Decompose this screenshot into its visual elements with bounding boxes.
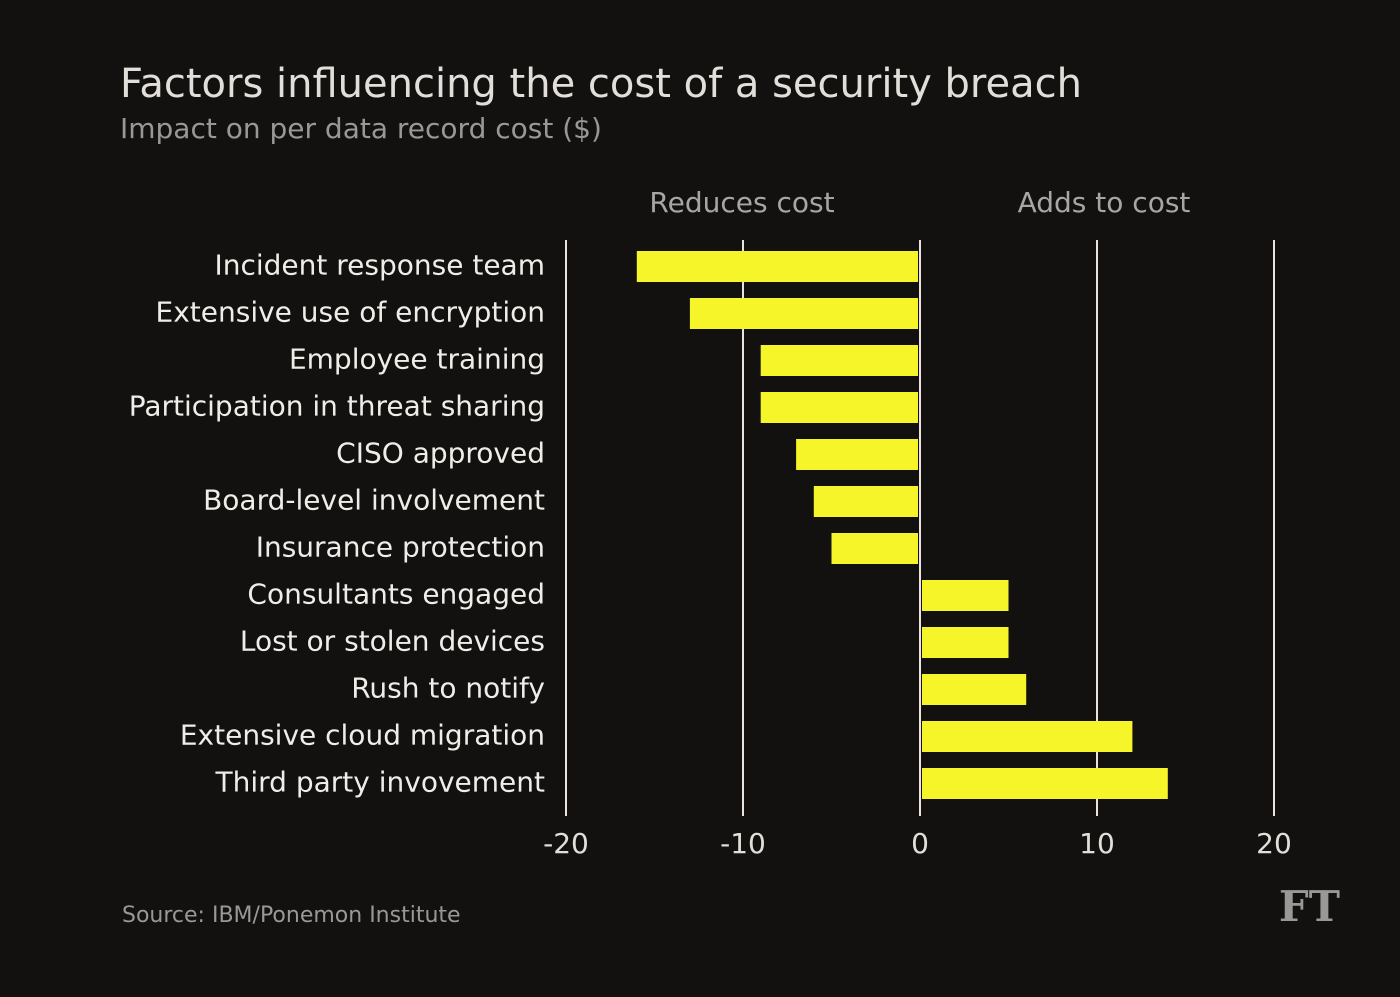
bar <box>813 486 918 517</box>
bar <box>922 721 1133 752</box>
x-tick-label: -10 <box>720 827 766 860</box>
y-tick-label: Participation in threat sharing <box>129 390 545 423</box>
y-tick-label: Board-level involvement <box>203 484 545 517</box>
bar <box>760 392 918 423</box>
y-tick-label: Consultants engaged <box>247 578 545 611</box>
y-tick-label: Extensive cloud migration <box>180 719 545 752</box>
bar <box>922 674 1027 705</box>
source: Source: IBM/Ponemon Institute <box>122 903 461 928</box>
y-tick-label: CISO approved <box>336 437 545 470</box>
x-tick-label: -20 <box>543 827 589 860</box>
x-tick-label: 0 <box>911 827 929 860</box>
bar <box>922 580 1009 611</box>
y-tick-label: Employee training <box>289 343 545 376</box>
chart-title: Factors influencing the cost of a securi… <box>120 61 1082 107</box>
y-tick-label: Lost or stolen devices <box>240 625 545 658</box>
bar <box>796 439 918 470</box>
y-tick-label: Extensive use of encryption <box>156 296 545 329</box>
annotation: Adds to cost <box>1018 186 1191 219</box>
annotation: Reduces cost <box>649 186 834 219</box>
y-tick-label: Insurance protection <box>256 531 545 564</box>
bar <box>636 251 918 282</box>
logo: FT <box>1279 882 1340 931</box>
x-tick-label: 20 <box>1256 827 1292 860</box>
y-tick-label: Incident response team <box>214 249 545 282</box>
bar <box>689 298 918 329</box>
y-tick-label: Rush to notify <box>351 672 545 705</box>
y-tick-label: Third party invovement <box>215 766 545 799</box>
bar <box>922 627 1009 658</box>
bar <box>831 533 918 564</box>
bar <box>922 768 1168 799</box>
chart-subtitle: Impact on per data record cost ($) <box>120 112 602 145</box>
bar <box>760 345 918 376</box>
x-tick-label: 10 <box>1079 827 1115 860</box>
